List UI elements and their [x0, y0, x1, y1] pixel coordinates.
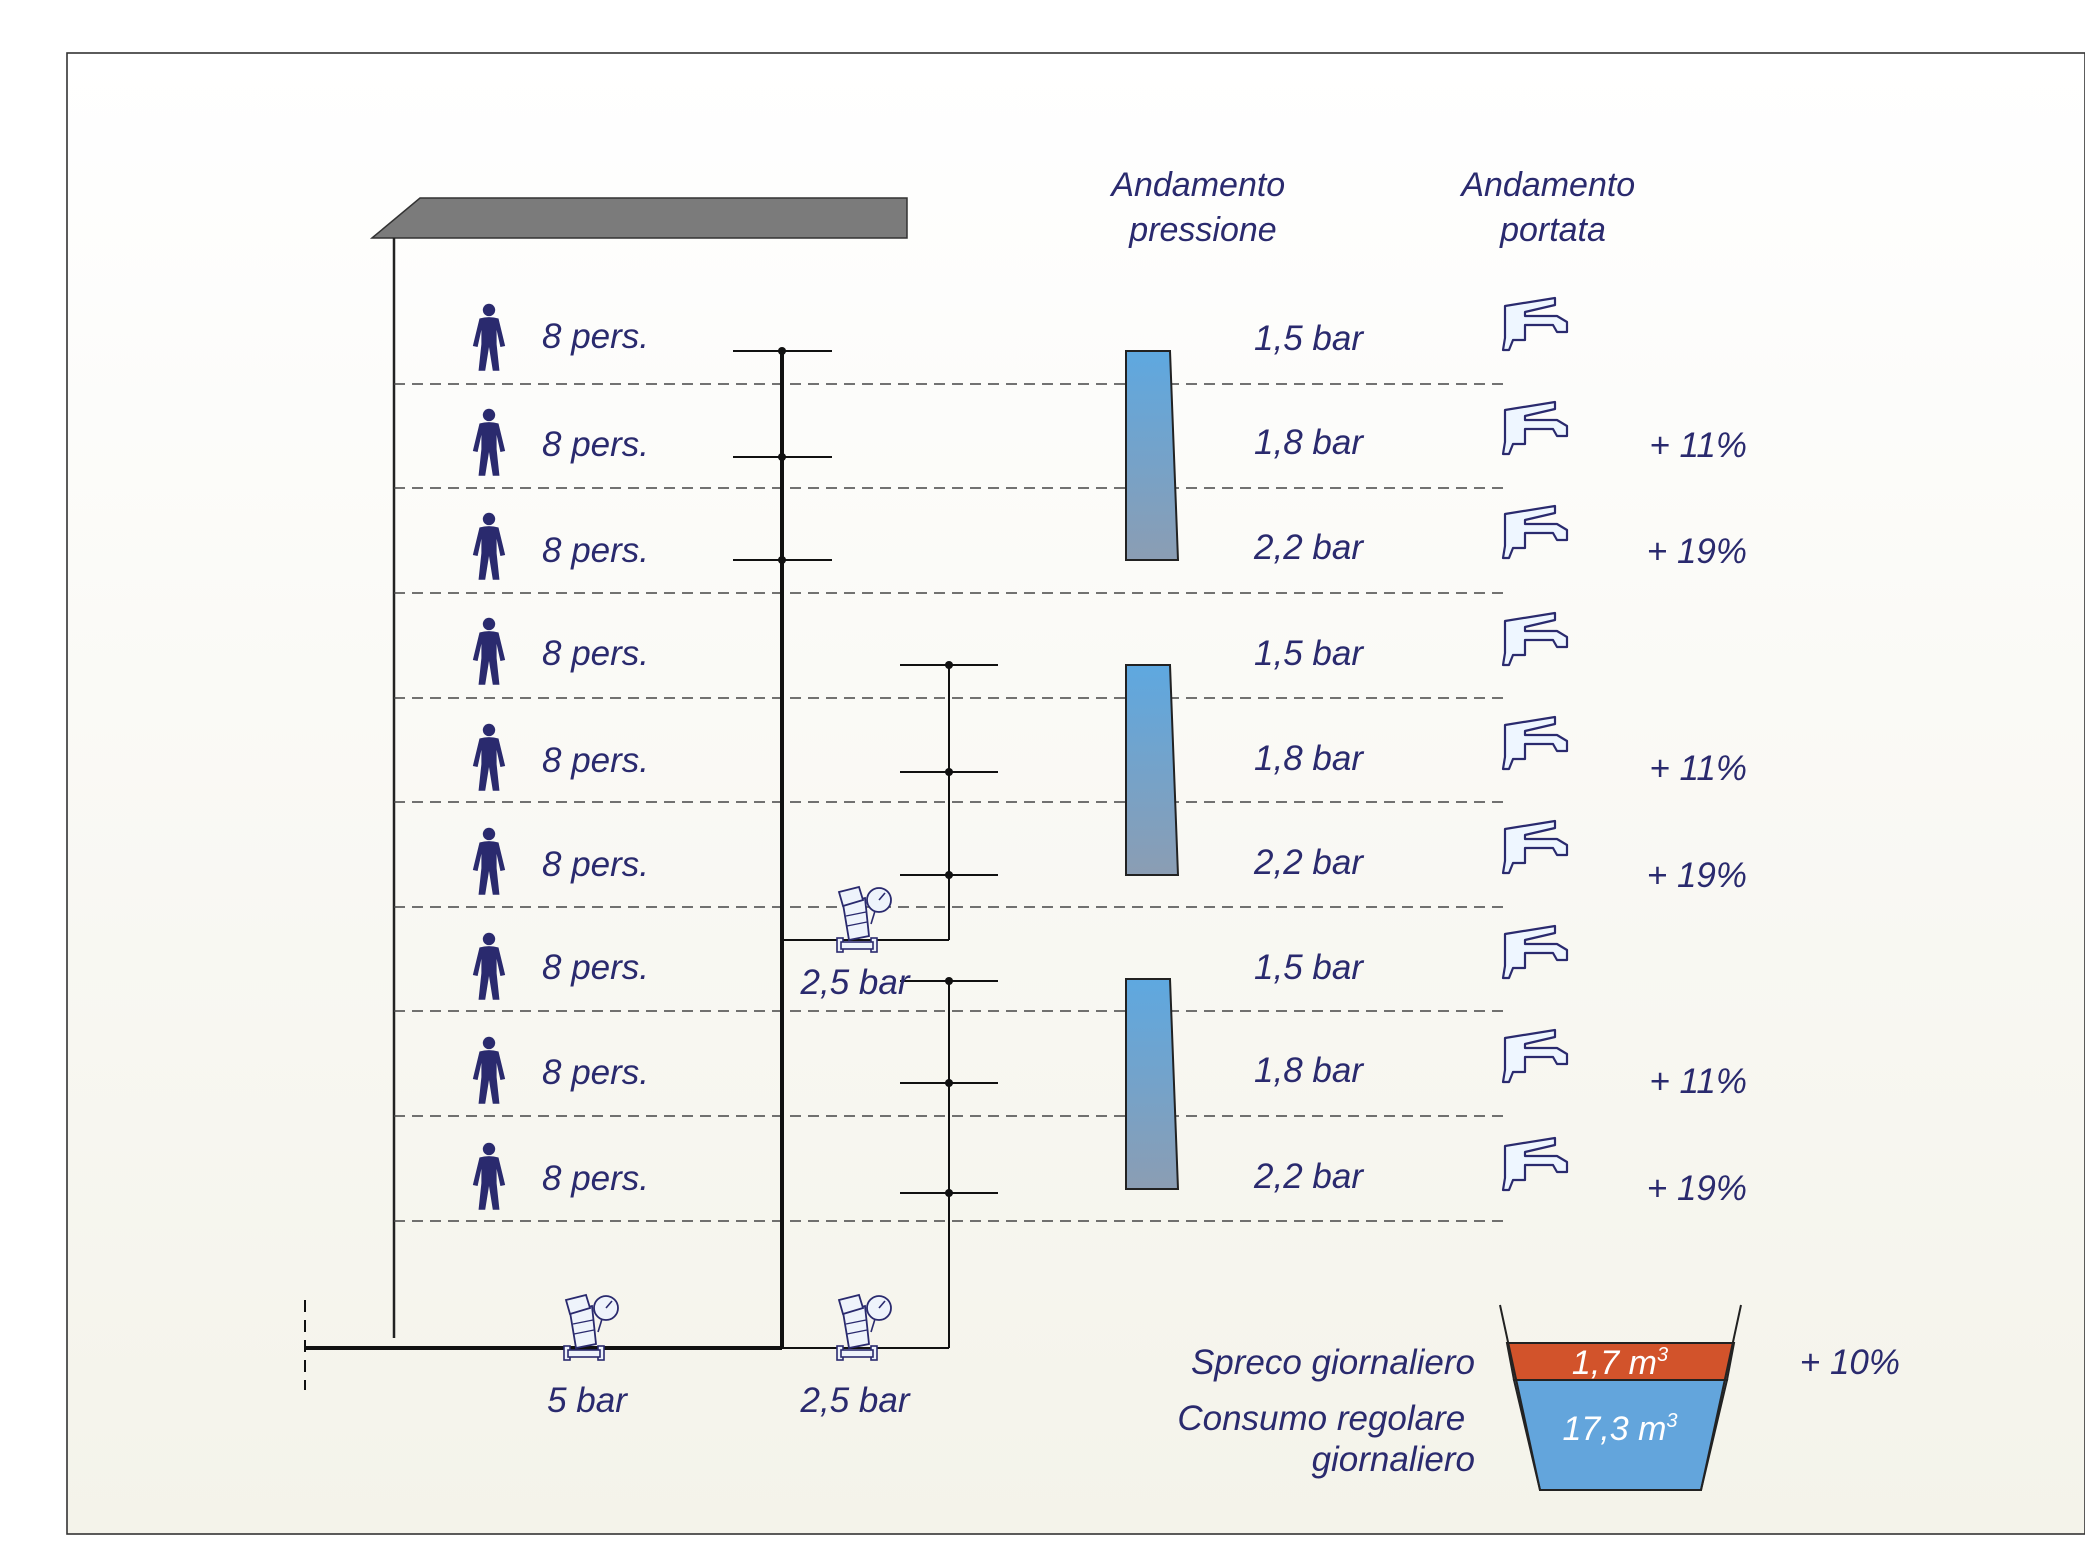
- people-count: 8 pers.: [542, 531, 649, 570]
- flow-header-line-1: Andamento: [1459, 166, 1635, 204]
- people-count: 8 pers.: [542, 425, 649, 464]
- waste-label: Spreco giornaliero: [1191, 1343, 1475, 1382]
- regular-label: Consumo regolare giornaliero: [1177, 1399, 1475, 1479]
- tank-outline: [1499, 1304, 1742, 1491]
- floor-row: 8 pers. 1,8 bar + 11%: [472, 715, 1747, 791]
- people-count: 8 pers.: [542, 317, 649, 356]
- pressure-value: 1,5 bar: [1254, 634, 1364, 673]
- floor-rows: 8 pers. 1,5 bar 8 pers. 1,8 bar + 11% 8 …: [472, 296, 1747, 1210]
- flow-header: Andamento portata: [1459, 166, 1644, 249]
- valve-lower-zone-label: 2,5 bar: [800, 1381, 911, 1420]
- pressure-value: 1,5 bar: [1254, 948, 1364, 987]
- pressure-value: 1,8 bar: [1254, 423, 1364, 462]
- pipe-joint: [778, 347, 786, 355]
- flow-increase: + 19%: [1647, 856, 1747, 895]
- pipe-joint: [778, 556, 786, 564]
- waste-percent: + 10%: [1800, 1343, 1900, 1382]
- pressure-bar-lower: [1125, 978, 1180, 1190]
- consumption-tank: 1,7 m3 17,3 m3: [1499, 1304, 1742, 1491]
- waste-value: 1,7 m3: [1572, 1344, 1668, 1382]
- pressure-value: 1,5 bar: [1254, 319, 1364, 358]
- pressure-value: 2,2 bar: [1253, 1157, 1364, 1196]
- floor-row: 8 pers. 1,5 bar: [472, 296, 1569, 371]
- pipe-joint: [945, 1189, 953, 1197]
- floor-row: 8 pers. 2,2 bar + 19%: [472, 1136, 1747, 1210]
- people-count: 8 pers.: [542, 845, 649, 884]
- people-count: 8 pers.: [542, 1159, 649, 1198]
- floor-row: 8 pers. 2,2 bar + 19%: [472, 819, 1747, 895]
- pressure-bar-upper: [1125, 350, 1180, 561]
- pipe-joint: [945, 661, 953, 669]
- pressure-header-line-2: pressione: [1128, 211, 1276, 249]
- waste-fill: [1505, 1342, 1736, 1381]
- pressure-value: 1,8 bar: [1254, 739, 1364, 778]
- regular-label-line-2: giornaliero: [1312, 1440, 1475, 1479]
- pressure-bar-middle: [1125, 664, 1180, 876]
- valve-middle-zone-label: 2,5 bar: [800, 963, 911, 1002]
- floor-row: 8 pers. 1,5 bar: [472, 611, 1569, 685]
- flow-increase: + 19%: [1647, 1169, 1747, 1208]
- pipe-joint: [945, 977, 953, 985]
- people-count: 8 pers.: [542, 634, 649, 673]
- people-count: 8 pers.: [542, 948, 649, 987]
- flow-increase: + 11%: [1649, 1062, 1747, 1101]
- people-count: 8 pers.: [542, 1053, 649, 1092]
- floor-row: 8 pers. 2,2 bar + 19%: [472, 504, 1747, 580]
- people-count: 8 pers.: [542, 741, 649, 780]
- pressure-header-line-1: Andamento: [1109, 166, 1285, 204]
- flow-header-line-2: portata: [1499, 211, 1606, 249]
- valve-main-label: 5 bar: [547, 1381, 628, 1420]
- pressure-value: 2,2 bar: [1253, 528, 1364, 567]
- floor-row: 8 pers. 1,5 bar: [472, 924, 1569, 1000]
- pressure-value: 2,2 bar: [1253, 843, 1364, 882]
- pipe-joint: [945, 1079, 953, 1087]
- regular-value: 17,3 m3: [1562, 1410, 1677, 1448]
- floor-row: 8 pers. 1,8 bar + 11%: [472, 1028, 1747, 1104]
- flow-increase: + 11%: [1649, 749, 1747, 788]
- pipe-joints: [778, 347, 953, 1197]
- frame: [66, 52, 2085, 1535]
- pipe-joint: [945, 871, 953, 879]
- pressure-bars: [1125, 350, 1180, 1190]
- pressure-value: 1,8 bar: [1254, 1051, 1364, 1090]
- regular-label-line-1: Consumo regolare: [1177, 1399, 1465, 1438]
- pressure-header: Andamento pressione: [1109, 166, 1294, 249]
- flow-increase: + 19%: [1647, 532, 1747, 571]
- floor-separators: [394, 383, 1505, 1222]
- flow-increase: + 11%: [1649, 426, 1747, 465]
- floor-row: 8 pers. 1,8 bar + 11%: [472, 400, 1747, 476]
- pipe-joint: [945, 768, 953, 776]
- pipe-joint: [778, 453, 786, 461]
- roof: [369, 197, 908, 239]
